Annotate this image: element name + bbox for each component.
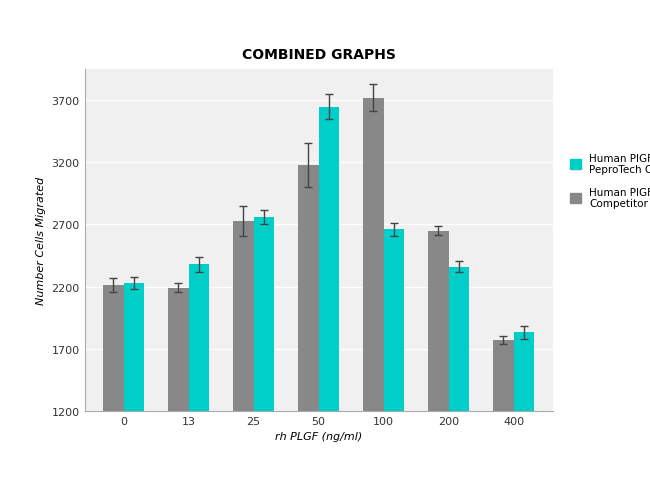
Bar xyxy=(384,230,404,501)
Bar xyxy=(514,333,534,501)
Bar xyxy=(428,231,448,501)
Bar xyxy=(124,283,144,501)
Bar xyxy=(493,340,514,501)
Bar xyxy=(298,165,318,501)
Y-axis label: Number Cells Migrated: Number Cells Migrated xyxy=(36,176,46,305)
Bar xyxy=(254,217,274,501)
Title: COMBINED GRAPHS: COMBINED GRAPHS xyxy=(242,48,395,62)
Bar xyxy=(103,286,124,501)
Bar xyxy=(363,99,384,501)
Bar xyxy=(448,267,469,501)
Bar xyxy=(168,288,188,501)
Bar xyxy=(233,221,254,501)
X-axis label: rh PLGF (ng/ml): rh PLGF (ng/ml) xyxy=(275,431,362,441)
Bar xyxy=(318,107,339,501)
Bar xyxy=(188,265,209,501)
Legend: Human PlGF-3;
PeproTech Cat# 100-57, Human PlGF-3;
Competitor: Human PlGF-3; PeproTech Cat# 100-57, Hum… xyxy=(567,150,650,212)
